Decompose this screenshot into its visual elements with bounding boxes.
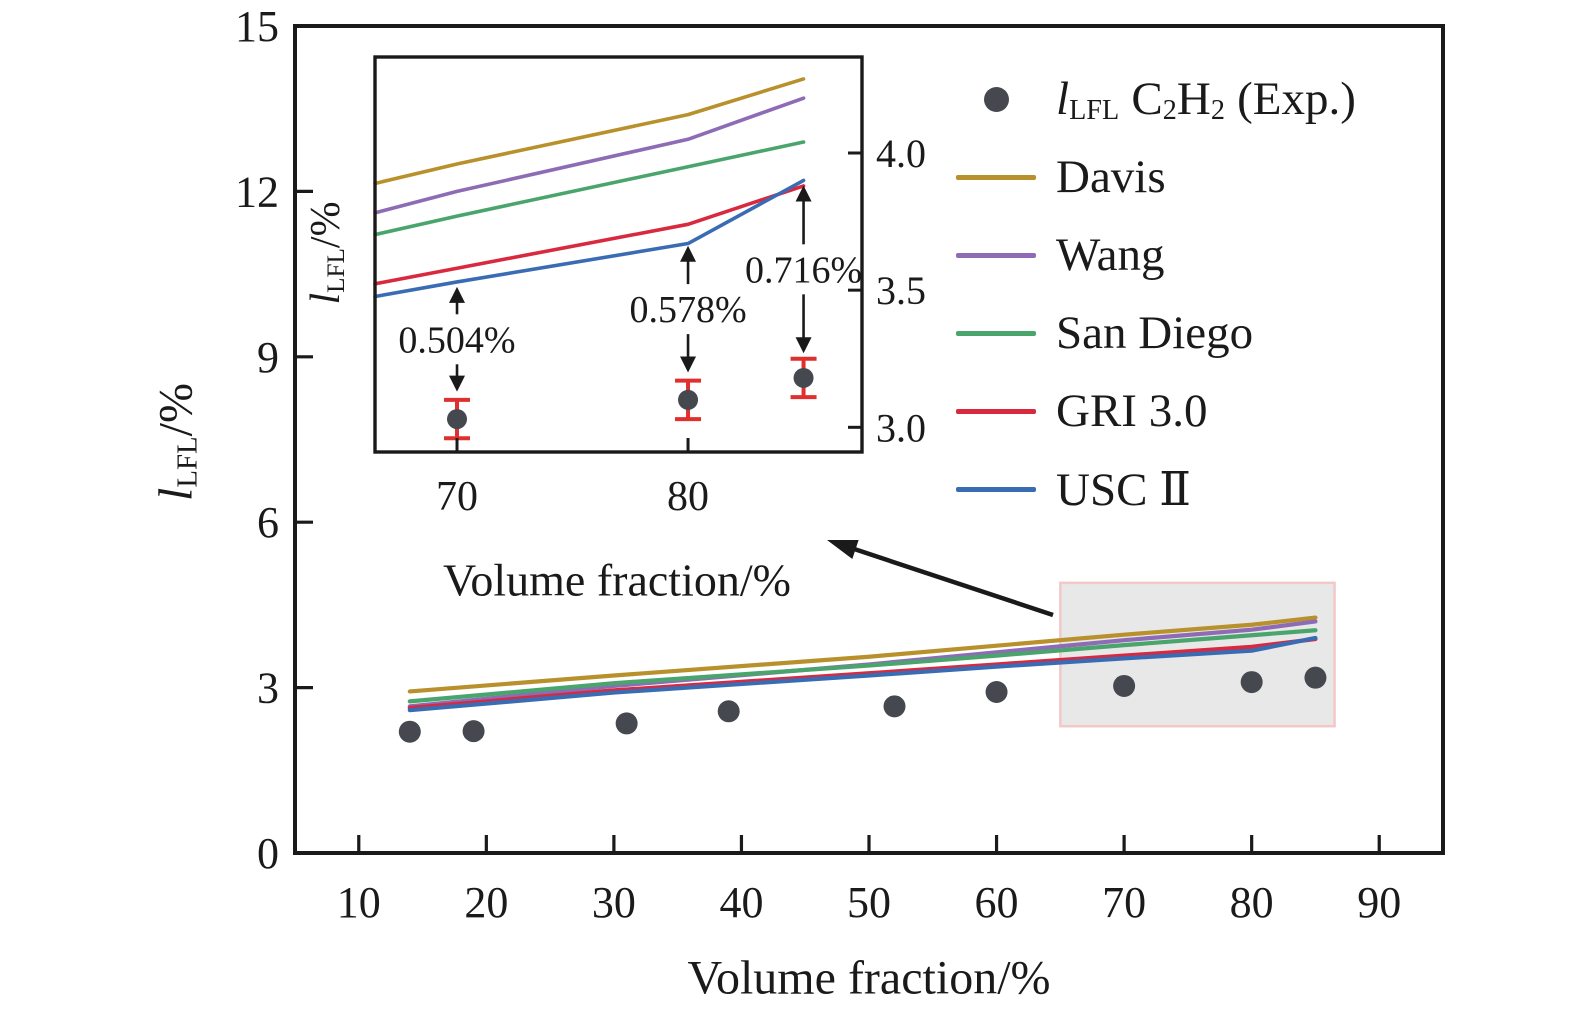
exp-point: [883, 695, 906, 718]
main-x-tick-label: 80: [1230, 878, 1274, 927]
annotation-arrowhead-down: [449, 375, 466, 392]
inset-x-tick-label: 80: [667, 474, 709, 520]
exp-point: [1113, 674, 1136, 697]
exp-point: [462, 720, 485, 743]
inset-connector-arrow-line: [843, 543, 1054, 618]
exp-point: [985, 681, 1008, 704]
annotation-arrowhead-down: [795, 337, 812, 354]
main-y-tick-label: 3: [257, 664, 279, 713]
annotation-label: 0.716%: [745, 249, 862, 291]
main-y-tick-label: 0: [257, 829, 279, 878]
inset-x-tick-label: 70: [436, 474, 478, 520]
exp-point: [398, 720, 421, 743]
main-x-tick-label: 50: [847, 878, 891, 927]
exp-point: [615, 712, 638, 735]
annotation-arrowhead-up: [680, 245, 697, 262]
inset-series-line-gri-3-0: [373, 184, 806, 286]
inset-exp-point: [793, 367, 814, 388]
main-x-tick-label: 90: [1357, 878, 1401, 927]
inset-connector-arrowhead: [827, 539, 859, 559]
series-line-wang: [407, 619, 1318, 709]
inset-series-line-davis: [373, 77, 806, 186]
annotation-arrowhead-up: [795, 185, 812, 202]
annotation-label: 0.578%: [629, 289, 746, 331]
main-x-tick-label: 70: [1102, 878, 1146, 927]
inset-exp-point: [678, 389, 699, 410]
series-line-san-diego: [407, 628, 1318, 704]
exp-point: [717, 700, 740, 723]
annotation-arrowhead-up: [449, 286, 466, 303]
main-x-tick-label: 20: [464, 878, 508, 927]
main-x-tick-label: 30: [592, 878, 636, 927]
inset-y-tick-label: 4.0: [876, 131, 926, 176]
series-line-gri-3-0: [407, 636, 1318, 711]
annotation-label: 0.504%: [398, 319, 515, 361]
main-x-tick-label: 10: [337, 878, 381, 927]
series-line-davis: [407, 615, 1318, 694]
inset-series-line-san-diego: [373, 140, 806, 237]
inset-series-line-usc-: [373, 178, 806, 299]
annotation-arrowhead-down: [680, 356, 697, 373]
main-y-tick-label: 15: [235, 2, 279, 51]
inset-y-tick-label: 3.5: [876, 268, 926, 313]
inset-plot-frame: [373, 55, 864, 454]
main-y-tick-label: 9: [257, 333, 279, 382]
inset-series-line-wang: [373, 96, 806, 215]
inset-y-tick-label: 3.0: [876, 405, 926, 450]
main-y-tick-label: 12: [235, 167, 279, 216]
main-x-tick-label: 40: [719, 878, 763, 927]
main-y-tick-label: 6: [257, 498, 279, 547]
exp-point: [1304, 666, 1327, 689]
main-x-tick-label: 60: [975, 878, 1019, 927]
exp-point: [1240, 671, 1263, 694]
inset-exp-point: [447, 409, 468, 430]
series-line-usc-: [407, 635, 1318, 713]
